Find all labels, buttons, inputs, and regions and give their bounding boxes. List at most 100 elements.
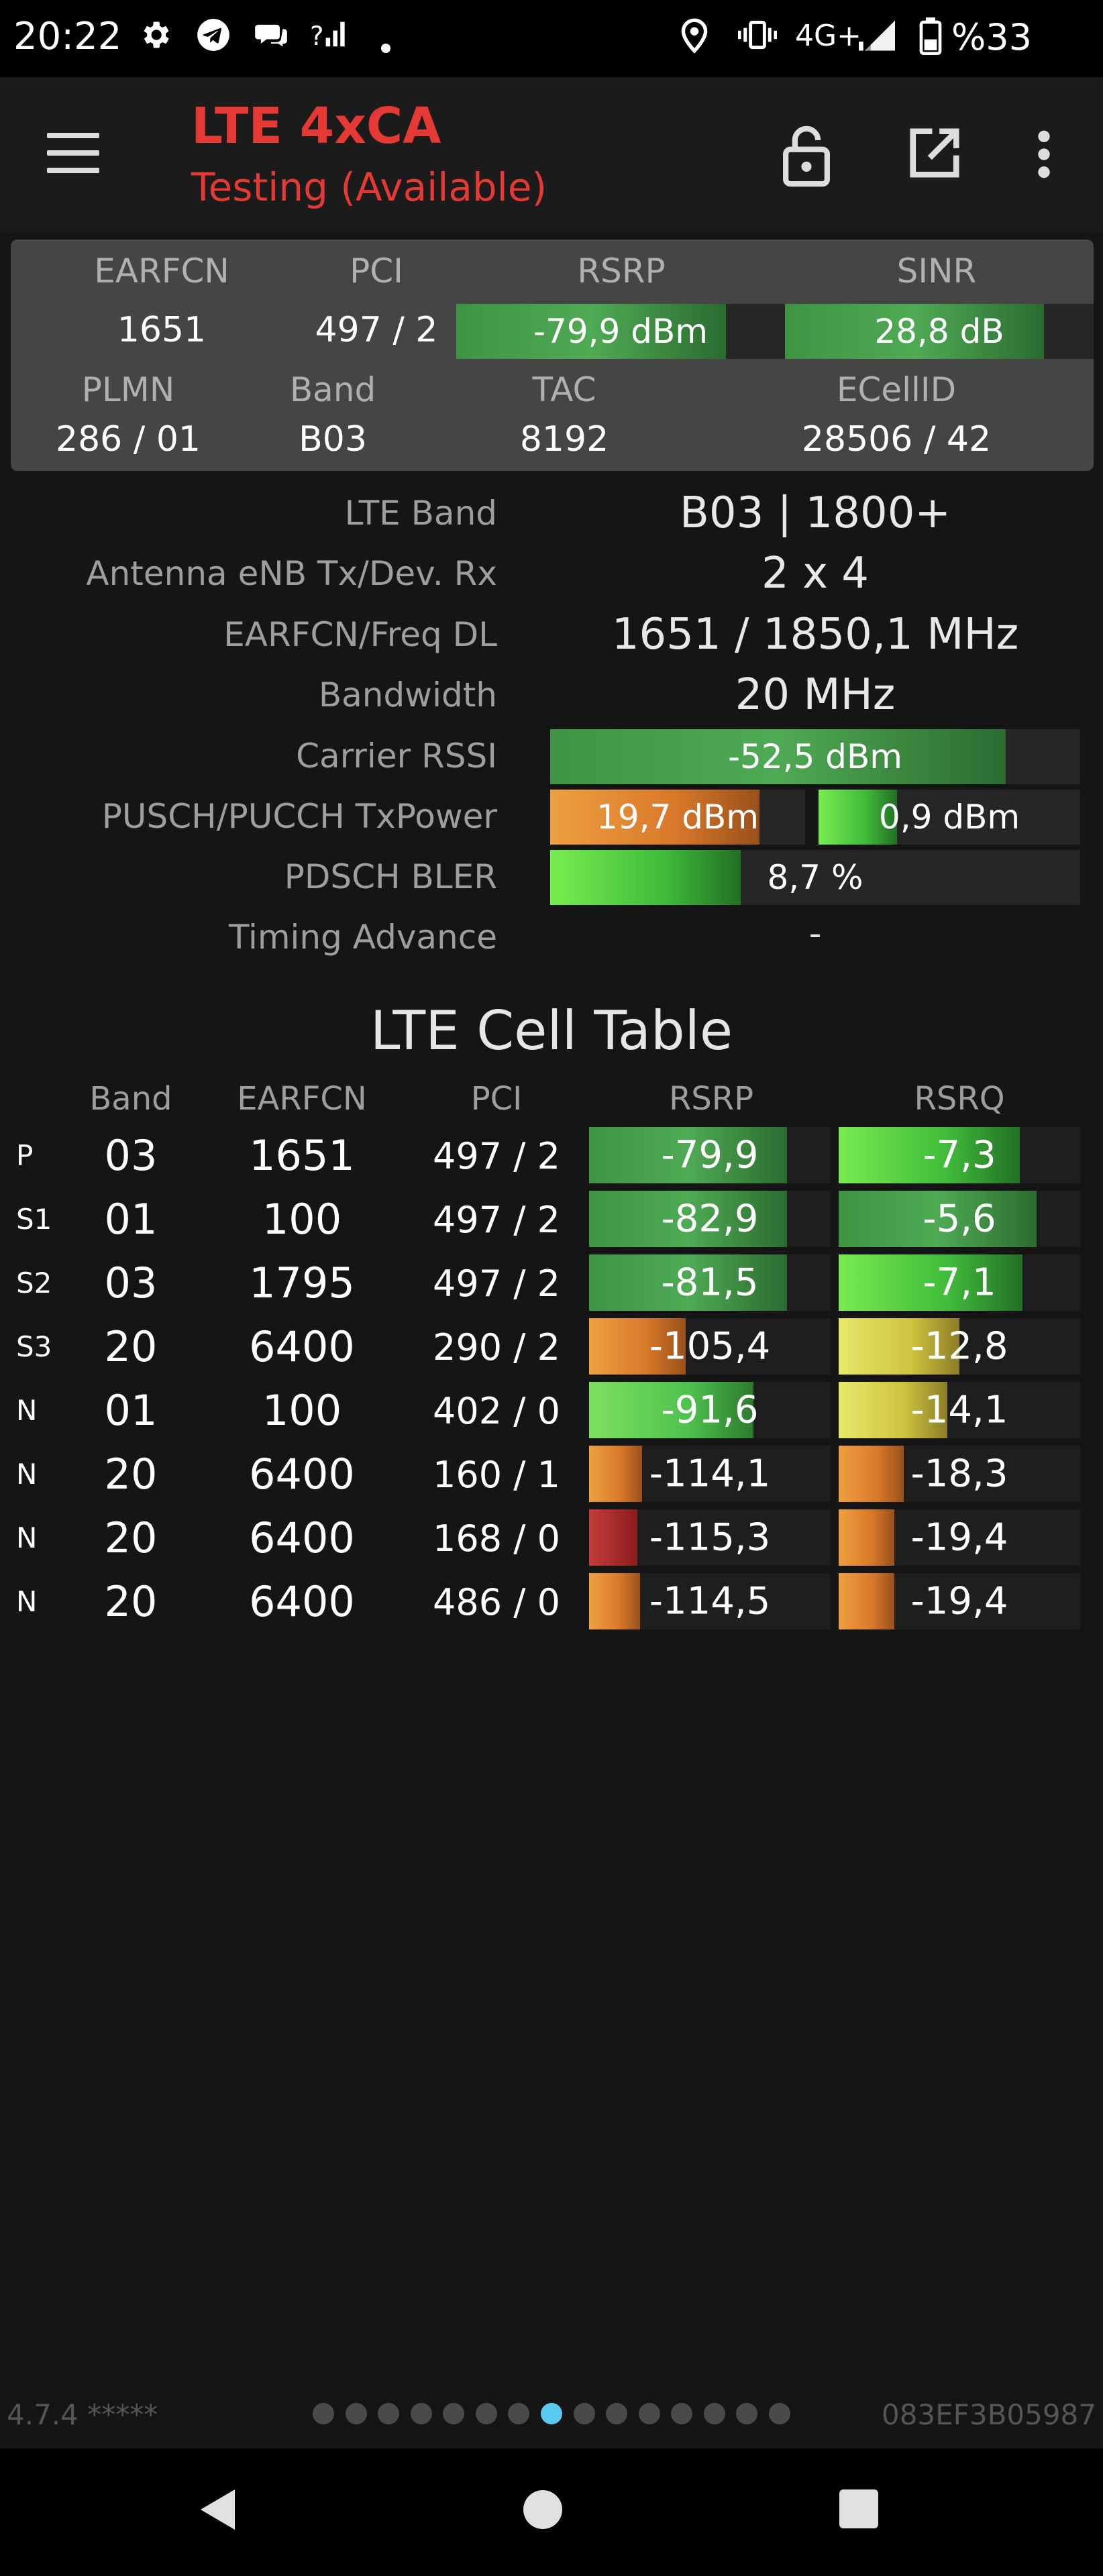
cell-rsrp-fill — [589, 1318, 686, 1375]
signal-icon — [855, 17, 898, 62]
lock-open-icon[interactable] — [778, 124, 835, 191]
tac-value: 8192 — [519, 419, 609, 460]
sinr-bar: 28,8 dB — [785, 304, 1094, 359]
telegram-icon — [196, 17, 231, 60]
cell-pci: 402 / 0 — [433, 1390, 560, 1432]
cell-rsrq-value: -19,4 — [910, 1515, 1008, 1560]
cell-rsrp-bar: -91,6 — [589, 1382, 831, 1438]
summary-card: EARFCN PCI RSRP SINR 1651 497 / 2 -79,9 … — [11, 239, 1094, 471]
earfcn-freq-label: EARFCN/Freq DL — [223, 615, 497, 654]
cell-rsrq-bar: -7,3 — [839, 1127, 1080, 1183]
header-pci: PCI — [470, 1080, 523, 1118]
cell-rsrp-fill — [589, 1382, 753, 1438]
more-vert-icon[interactable] — [1033, 127, 1055, 184]
page-dot[interactable] — [671, 2403, 693, 2424]
page-dot[interactable] — [508, 2403, 530, 2424]
ta-value: - — [808, 914, 822, 954]
lte-band-label: LTE Band — [344, 494, 497, 533]
sinr-value: 28,8 dB — [874, 312, 1004, 351]
cell-band: 20 — [104, 1577, 158, 1626]
rssi-label: Carrier RSSI — [296, 737, 497, 775]
plmn-value: 286 / 01 — [56, 419, 201, 460]
cell-rsrq-fill — [839, 1191, 1037, 1247]
menu-icon[interactable] — [47, 133, 99, 173]
cell-rsrq-bar: -19,4 — [839, 1573, 1080, 1629]
cell-rsrq-bar: -5,6 — [839, 1191, 1080, 1247]
cell-band: 20 — [104, 1450, 158, 1499]
page-indicator[interactable] — [313, 2403, 790, 2427]
cell-rsrp-value: -114,5 — [649, 1579, 771, 1623]
cell-rsrp-fill — [589, 1446, 643, 1502]
signal-question-icon: ? — [310, 17, 348, 60]
bler-value: 8,7 % — [767, 858, 863, 897]
page-dot[interactable] — [313, 2403, 334, 2424]
back-triangle-icon[interactable] — [198, 2487, 240, 2534]
row-type-label: P — [16, 1139, 34, 1172]
home-circle-icon[interactable] — [522, 2489, 564, 2533]
cell-rsrp-fill — [589, 1573, 640, 1629]
cell-earfcn: 100 — [262, 1386, 342, 1435]
page-dot[interactable] — [410, 2403, 432, 2424]
cell-table-title: LTE Cell Table — [370, 1000, 733, 1062]
row-type-label: S1 — [16, 1203, 52, 1236]
cell-earfcn: 100 — [262, 1195, 342, 1244]
cell-band: 20 — [104, 1322, 158, 1371]
rsrp-bar: -79,9 dBm — [456, 304, 785, 359]
pusch-value: 19,7 dBm — [596, 798, 759, 837]
cell-earfcn: 6400 — [249, 1513, 355, 1562]
status-time: 20:22 — [13, 15, 122, 58]
open-external-icon[interactable] — [906, 124, 963, 184]
cell-pci: 497 / 2 — [433, 1135, 560, 1177]
cell-rsrq-bar: -19,4 — [839, 1509, 1080, 1566]
cell-rsrp-fill — [589, 1191, 788, 1247]
bler-bar: 8,7 % — [550, 850, 1080, 905]
page-dot[interactable] — [378, 2403, 400, 2424]
cell-rsrp-fill — [589, 1509, 637, 1566]
cell-rsrq-value: -18,3 — [910, 1452, 1008, 1496]
row-type-label: S3 — [16, 1330, 52, 1363]
device-id: 083EF3B05987 — [881, 2398, 1096, 2431]
cell-pci: 160 / 1 — [433, 1454, 560, 1496]
page-dot[interactable] — [768, 2403, 790, 2424]
txpower-label: PUSCH/PUCCH TxPower — [101, 797, 497, 836]
page-dot[interactable] — [345, 2403, 367, 2424]
page-dot[interactable] — [475, 2403, 497, 2424]
recents-square-icon[interactable] — [839, 2489, 879, 2532]
cell-band: 03 — [104, 1131, 158, 1180]
cell-rsrp-value: -91,6 — [661, 1388, 759, 1432]
pusch-bar: 19,7 dBm — [550, 790, 805, 845]
rssi-bar: -52,5 dBm — [550, 729, 1080, 784]
page-dot[interactable] — [443, 2403, 465, 2424]
page-dot[interactable] — [540, 2403, 562, 2424]
page-dot[interactable] — [703, 2403, 725, 2424]
page-dot[interactable] — [736, 2403, 758, 2424]
antenna-label: Antenna eNB Tx/Dev. Rx — [86, 554, 497, 593]
cell-rsrq-fill — [839, 1573, 894, 1629]
cell-rsrq-fill — [839, 1382, 947, 1438]
cell-band: 03 — [104, 1258, 158, 1307]
lte-band-value: B03 | 1800+ — [679, 488, 951, 538]
cell-pci: 290 / 2 — [433, 1326, 560, 1368]
cell-rsrq-bar: -12,8 — [839, 1318, 1080, 1375]
cell-earfcn: 6400 — [249, 1577, 355, 1626]
ecellid-label: ECellID — [836, 370, 957, 409]
row-type-label: N — [16, 1458, 38, 1491]
bar-fill — [550, 729, 1006, 784]
vibrate-icon — [738, 17, 777, 60]
cell-rsrq-fill — [839, 1254, 1022, 1311]
antenna-value: 2 x 4 — [761, 549, 869, 598]
page-dot[interactable] — [606, 2403, 628, 2424]
cell-earfcn: 1651 — [249, 1131, 355, 1180]
cell-band: 01 — [104, 1195, 158, 1244]
cell-rsrp-bar: -82,9 — [589, 1191, 831, 1247]
header-rsrp: RSRP — [668, 1080, 754, 1118]
navigation-bar — [0, 2449, 1103, 2576]
cell-rsrp-bar: -105,4 — [589, 1318, 831, 1375]
page-dot[interactable] — [573, 2403, 595, 2424]
status-bar: 20:22 ? 4G+ %33 — [0, 0, 1103, 77]
page-dot[interactable] — [638, 2403, 660, 2424]
cell-rsrq-fill — [839, 1127, 1020, 1183]
page-subtitle: Testing (Available) — [191, 164, 547, 210]
row-type-label: N — [16, 1585, 38, 1618]
gear-icon — [138, 17, 172, 60]
